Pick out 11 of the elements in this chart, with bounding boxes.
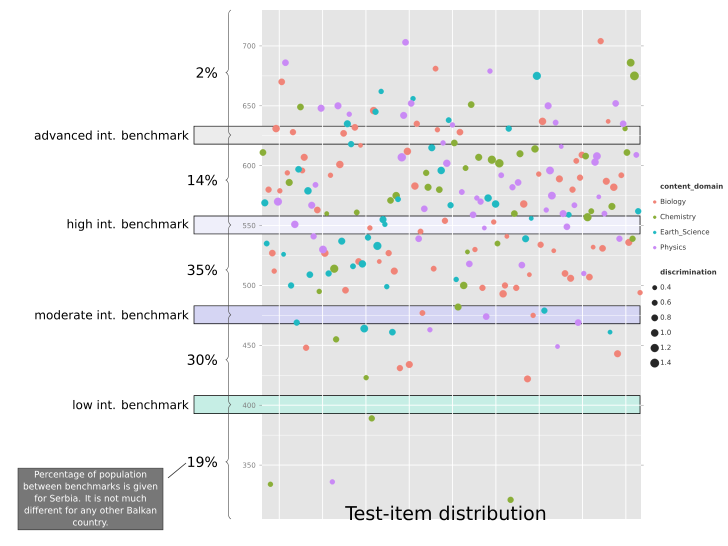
text: 14%	[188, 174, 218, 186]
band-label: high int. benchmark	[68, 219, 189, 231]
band-label: advanced int. benchmark	[34, 130, 189, 140]
band-label: low int. benchmark	[73, 400, 189, 410]
text: 19%	[188, 456, 218, 468]
text: Test-item distribution	[345, 506, 546, 520]
text: 35%	[188, 264, 218, 276]
text: 30%	[188, 354, 218, 366]
text: 2%	[196, 67, 218, 78]
text: Percentage of population between benchmarks is given for Serbia. It is not much different for any other Balkan country.	[24, 470, 158, 528]
band-label: moderate int. benchmark	[35, 310, 189, 320]
